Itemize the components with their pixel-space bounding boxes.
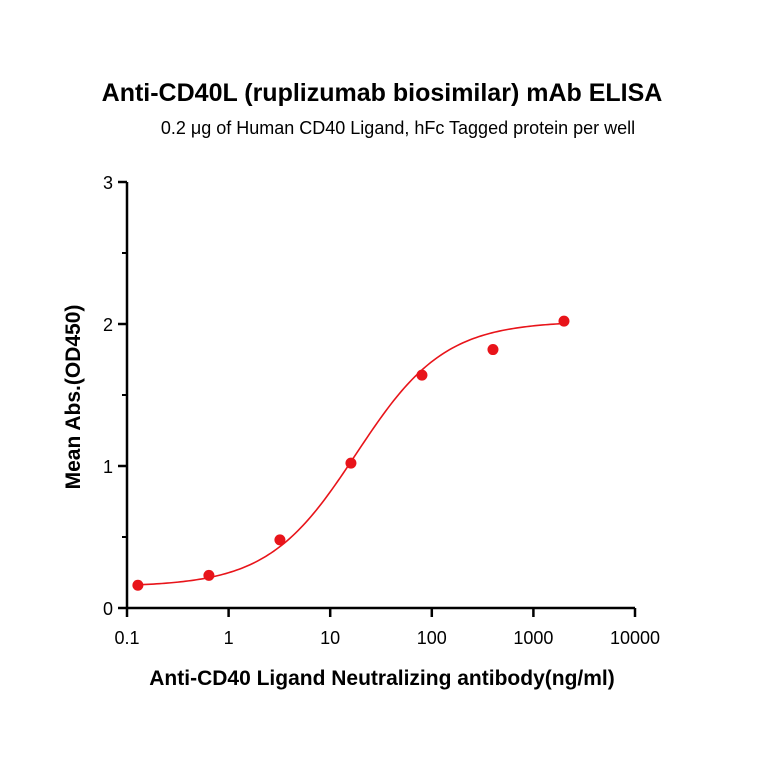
data-point xyxy=(203,569,215,581)
tick-labels: 0 1 2 3 0.1 1 10 100 1000 10000 xyxy=(103,173,660,648)
x-tick-label: 10 xyxy=(320,628,340,648)
x-tick-label: 1000 xyxy=(513,628,553,648)
ticks xyxy=(118,180,637,617)
data-point xyxy=(132,579,144,591)
x-tick-label: 100 xyxy=(417,628,447,648)
data-points xyxy=(132,315,570,591)
data-point xyxy=(416,369,428,381)
y-tick-label: 3 xyxy=(103,173,113,193)
y-tick-label: 1 xyxy=(103,457,113,477)
x-tick-label: 0.1 xyxy=(114,628,139,648)
x-axis-label: Anti-CD40 Ligand Neutralizing antibody(n… xyxy=(149,667,615,690)
data-point xyxy=(345,457,357,469)
x-tick-label: 1 xyxy=(224,628,234,648)
y-tick-label: 0 xyxy=(103,599,113,619)
fit-curve xyxy=(137,322,565,586)
data-point xyxy=(274,534,286,546)
chart-subtitle: 0.2 μg of Human CD40 Ligand, hFc Tagged … xyxy=(161,118,635,138)
y-axis-label: Mean Abs.(OD450) xyxy=(62,305,85,490)
axes xyxy=(125,182,635,610)
data-point xyxy=(487,344,499,356)
y-tick-label: 2 xyxy=(103,315,113,335)
x-tick-label: 10000 xyxy=(610,628,660,648)
data-point xyxy=(558,315,570,327)
chart-title: Anti-CD40L (ruplizumab biosimilar) mAb E… xyxy=(102,79,663,107)
